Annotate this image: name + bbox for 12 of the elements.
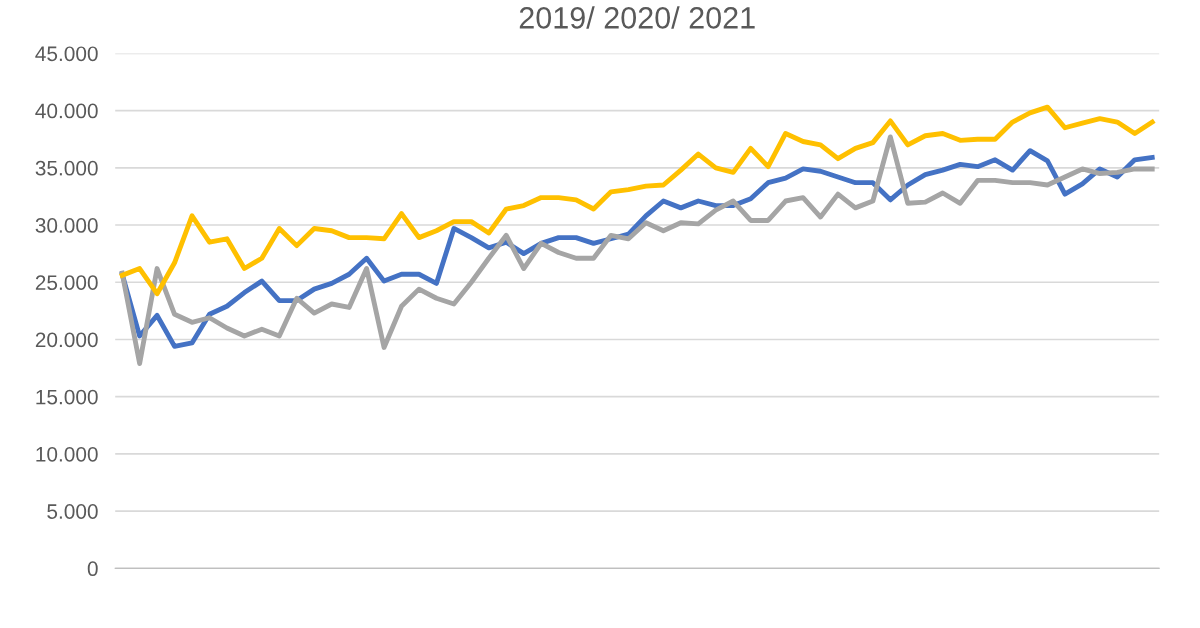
y-tick-label: 20.000 [35, 332, 98, 348]
y-tick-label: 40.000 [35, 103, 98, 119]
y-tick-label: 15.000 [36, 389, 98, 405]
y-tick-label: 35.000 [35, 160, 98, 176]
y-tick-label: 5.000 [47, 504, 98, 519]
y-tick-label: 25.000 [35, 275, 98, 291]
y-tick-label: 0 [87, 561, 98, 577]
y-tick-label: 45.000 [35, 46, 98, 62]
y-tick-label: 10.000 [36, 446, 98, 462]
chart-title: 2019/ 2020/ 2021 [519, 6, 755, 29]
line-series [119, 104, 1155, 297]
y-tick-label: 30.000 [35, 218, 98, 233]
